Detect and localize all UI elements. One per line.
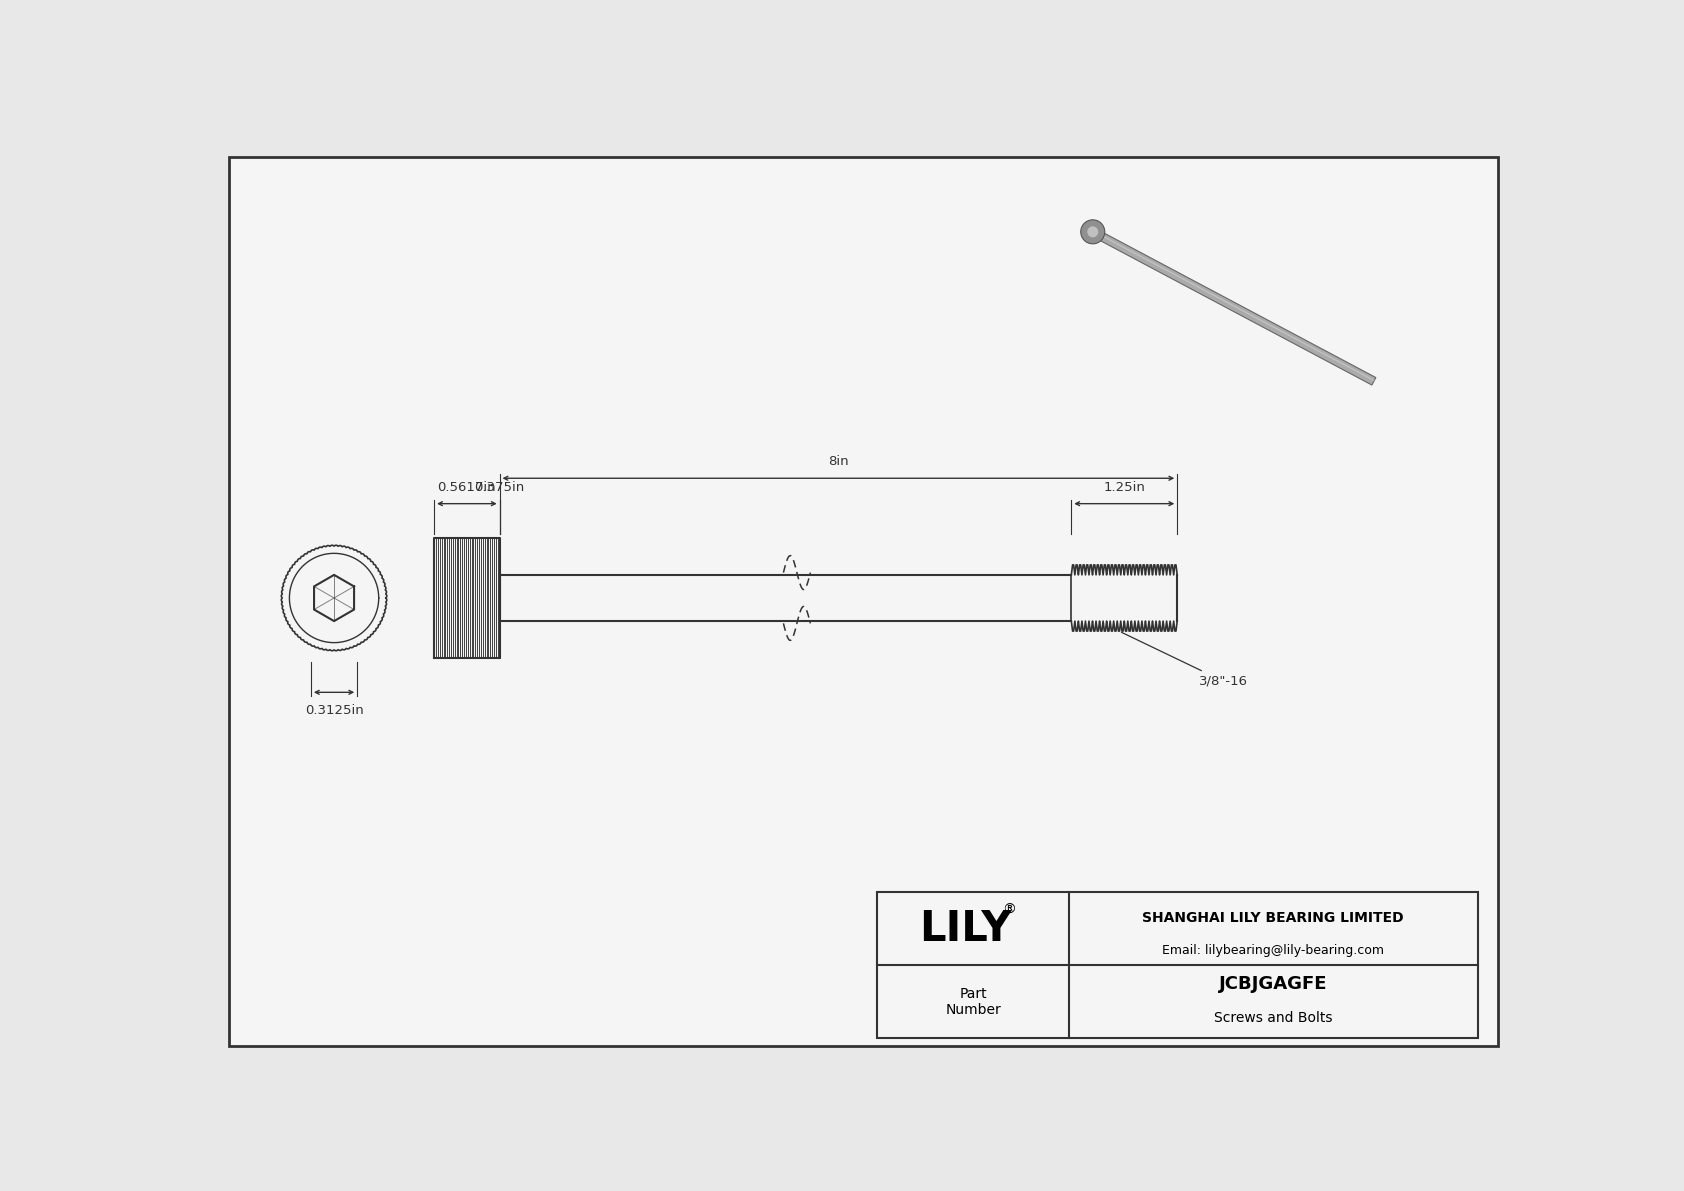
Text: Part
Number: Part Number bbox=[945, 987, 1000, 1017]
Circle shape bbox=[1081, 220, 1105, 244]
Text: 0.3125in: 0.3125in bbox=[305, 704, 364, 717]
Text: 8in: 8in bbox=[829, 455, 849, 468]
Text: 3/8"-16: 3/8"-16 bbox=[1122, 632, 1248, 687]
Text: Screws and Bolts: Screws and Bolts bbox=[1214, 1011, 1332, 1025]
Circle shape bbox=[1088, 226, 1098, 237]
Text: JCBJGAGFE: JCBJGAGFE bbox=[1219, 975, 1327, 993]
Text: SHANGHAI LILY BEARING LIMITED: SHANGHAI LILY BEARING LIMITED bbox=[1142, 911, 1404, 925]
Text: ®: ® bbox=[1002, 903, 1015, 916]
Text: 1.25in: 1.25in bbox=[1103, 481, 1145, 493]
Text: Email: lilybearing@lily-bearing.com: Email: lilybearing@lily-bearing.com bbox=[1162, 944, 1384, 958]
Text: 0.375in: 0.375in bbox=[475, 481, 525, 493]
Bar bbox=[877, 892, 1477, 1039]
Text: 0.5617in: 0.5617in bbox=[438, 481, 497, 493]
Text: LILY: LILY bbox=[919, 908, 1012, 949]
Polygon shape bbox=[1086, 226, 1376, 385]
Polygon shape bbox=[1088, 229, 1374, 381]
